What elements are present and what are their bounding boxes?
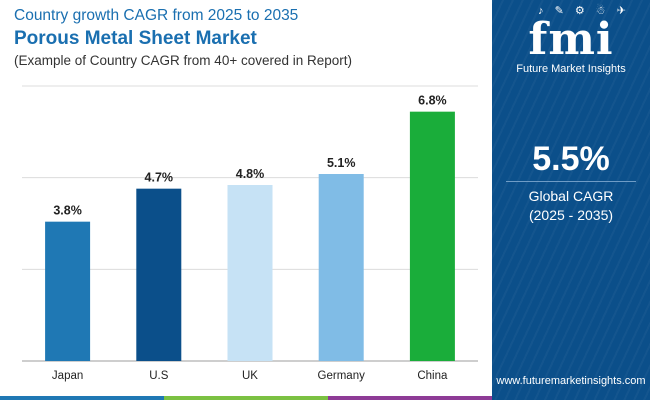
global-cagr-label: Global CAGR xyxy=(528,188,614,204)
panel-divider xyxy=(506,181,636,182)
bar xyxy=(45,221,91,361)
data-label: 3.8% xyxy=(53,204,82,218)
chart-subtitle: Country growth CAGR from 2025 to 2035 xyxy=(14,7,299,24)
bar xyxy=(136,188,182,361)
x-tick-label: U.S xyxy=(149,370,169,382)
global-cagr-period: (2025 - 2035) xyxy=(528,207,614,223)
website-link[interactable]: www.futuremarketinsights.com xyxy=(496,375,646,387)
logo-wordmark: fmi xyxy=(528,14,614,65)
summary-panel: ♪ ✎ ⚙ ☃ ✈ fmi Future Market Insights 5.5… xyxy=(492,0,650,400)
color-bar-segment xyxy=(164,396,328,400)
bar xyxy=(409,111,455,362)
data-label: 5.1% xyxy=(327,156,356,170)
x-tick-label: UK xyxy=(242,370,258,382)
chart-note: (Example of Country CAGR from 40+ covere… xyxy=(14,53,353,68)
bar xyxy=(318,174,364,361)
x-tick-label: Japan xyxy=(52,370,83,382)
bar xyxy=(227,185,273,361)
bar-chart: 3.8% Japan 4.7% U.S 4.8% UK 5.1% Germany 6.8% Chi… xyxy=(22,85,478,382)
x-tick-label: Germany xyxy=(318,370,366,382)
global-cagr-value: 5.5% xyxy=(532,140,610,178)
data-label: 4.7% xyxy=(145,171,174,185)
x-tick-label: China xyxy=(417,370,448,382)
chart-title: Porous Metal Sheet Market xyxy=(14,28,257,49)
logo-icons: ♪ ✎ ⚙ ☃ ✈ xyxy=(538,5,630,17)
bottom-color-bar xyxy=(0,396,492,400)
fmi-logo: ♪ ✎ ⚙ ☃ ✈ fmi Future Market Insights xyxy=(492,4,650,76)
color-bar-segment xyxy=(328,396,492,400)
logo-brand-name: Future Market Insights xyxy=(516,63,626,75)
panel-texture xyxy=(492,0,650,400)
data-label: 4.8% xyxy=(236,167,265,181)
data-label: 6.8% xyxy=(418,94,447,108)
chart-header: Country growth CAGR from 2025 to 2035 Po… xyxy=(14,6,352,70)
color-bar-segment xyxy=(0,396,164,400)
